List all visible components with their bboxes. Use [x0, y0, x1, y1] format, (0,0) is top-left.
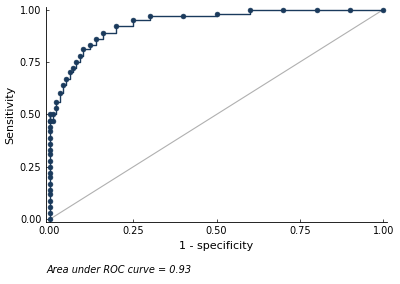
Text: Area under ROC curve = 0.93: Area under ROC curve = 0.93: [46, 266, 191, 275]
X-axis label: 1 - specificity: 1 - specificity: [179, 241, 254, 250]
Y-axis label: Sensitivity: Sensitivity: [6, 85, 16, 144]
